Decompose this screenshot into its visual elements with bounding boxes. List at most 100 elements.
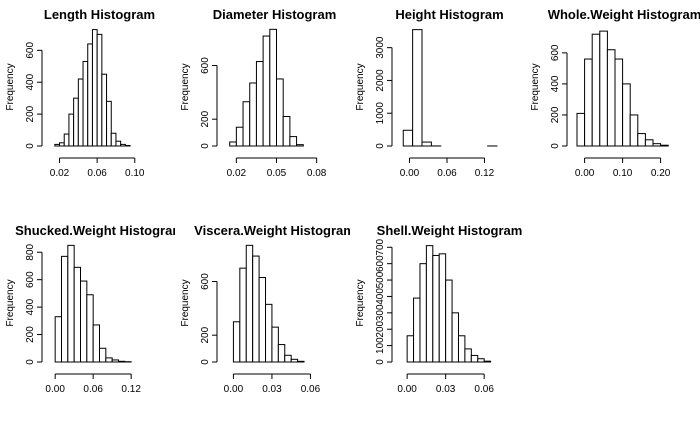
bar — [599, 30, 608, 147]
y-tick-label: 600 — [375, 255, 386, 272]
bar — [419, 263, 427, 363]
y-axis-label: Frequency — [180, 279, 191, 326]
bar — [297, 360, 305, 363]
bar — [252, 255, 260, 363]
panel: 0.02 0.06 0.10 0 200 400 600 Frequency Length Hi… — [5, 7, 155, 179]
bar — [255, 61, 264, 147]
bar — [622, 83, 631, 147]
y-tick-label: 200 — [200, 326, 211, 343]
x-tick-label: 0.08 — [307, 168, 327, 179]
bar — [86, 294, 94, 363]
chart-title: Diameter Histogram — [213, 7, 337, 22]
bar — [464, 348, 472, 363]
bar — [432, 254, 440, 363]
y-tick-label: 0 — [375, 143, 386, 149]
y-tick-label: 400 — [25, 298, 36, 315]
bar — [477, 358, 485, 363]
bar — [239, 267, 247, 363]
bar — [652, 143, 662, 147]
bar — [457, 335, 466, 363]
bar — [96, 33, 103, 147]
bar — [413, 297, 421, 363]
x-tick-label: 0.06 — [474, 384, 494, 395]
x-tick-label: 0.03 — [436, 384, 456, 395]
bar — [99, 347, 107, 363]
x-tick-label: 0.10 — [613, 168, 633, 179]
bar — [277, 344, 286, 363]
x-tick-label: 0.06 — [83, 384, 103, 395]
y-tick-label: 200 — [550, 106, 561, 123]
bar — [115, 140, 122, 147]
bar — [271, 326, 279, 363]
bar — [258, 277, 267, 363]
bar — [262, 35, 271, 147]
bar — [105, 357, 113, 363]
y-tick-label: 600 — [25, 42, 36, 59]
bar — [421, 141, 432, 147]
bar — [87, 43, 93, 147]
y-tick-label: 500 — [375, 271, 386, 288]
y-tick-label: 600 — [550, 44, 561, 61]
panel: 0.00 0.06 0.12 0 200 400 600 800 Frequency Shucke… — [5, 223, 175, 395]
y-tick-label: 400 — [375, 288, 386, 305]
bar — [249, 82, 257, 147]
y-axis-label: Frequency — [355, 63, 366, 110]
bar — [629, 114, 639, 147]
bar — [406, 335, 415, 363]
bar — [61, 255, 69, 363]
bar — [576, 112, 586, 147]
panel: 0.00 0.03 0.06 0 200 600 Frequency Viscera.Weig… — [180, 223, 355, 395]
y-tick-label: 600 — [200, 273, 211, 290]
bar — [106, 100, 112, 147]
y-tick-label: 200 — [25, 105, 36, 122]
bar — [120, 143, 126, 147]
bar — [284, 354, 292, 363]
bar — [59, 142, 65, 147]
bar — [637, 133, 646, 147]
x-tick-label: 0.00 — [45, 384, 65, 395]
chart-title: Length Histogram — [44, 7, 155, 22]
bar — [91, 29, 98, 147]
bar — [644, 139, 654, 147]
y-tick-label: 0 — [200, 143, 211, 149]
x-tick-label: 0.12 — [121, 384, 141, 395]
x-tick-label: 0.06 — [87, 168, 107, 179]
bar — [483, 360, 492, 363]
bar — [265, 303, 273, 363]
y-tick-label: 700 — [375, 238, 386, 255]
bar — [245, 244, 254, 363]
x-tick-label: 0.10 — [125, 168, 145, 179]
y-tick-label: 200 — [200, 110, 211, 127]
y-tick-label: 1000 — [375, 102, 386, 125]
y-axis-label: Frequency — [180, 63, 191, 110]
bar — [425, 245, 434, 363]
bar — [470, 354, 479, 363]
x-tick-label: 0.00 — [400, 168, 420, 179]
chart-title: Shell.Weight Histogram — [377, 223, 523, 238]
y-tick-label: 200 — [375, 320, 386, 337]
bar — [118, 360, 126, 363]
bar — [63, 133, 70, 147]
x-tick-label: 0.03 — [262, 384, 282, 395]
bar — [606, 49, 616, 147]
panel: 0.02 0.05 0.08 0 200 600 Frequency Diameter His… — [180, 7, 336, 179]
y-tick-label: 2000 — [375, 69, 386, 92]
x-tick-label: 0.06 — [301, 384, 321, 395]
bar — [282, 116, 291, 147]
x-tick-label: 0.00 — [575, 168, 595, 179]
bar — [54, 143, 61, 147]
x-tick-label: 0.00 — [397, 384, 417, 395]
bar — [77, 78, 84, 147]
bar — [660, 144, 669, 147]
y-tick-label: 600 — [200, 57, 211, 74]
x-tick-label: 0.02 — [227, 168, 247, 179]
x-tick-label: 0.06 — [437, 168, 457, 179]
bar — [235, 126, 244, 147]
bar — [412, 29, 423, 147]
y-tick-label: 200 — [25, 326, 36, 343]
bar — [73, 97, 79, 147]
bar — [101, 73, 108, 147]
chart-title: Viscera.Weight Histogram — [194, 223, 355, 238]
